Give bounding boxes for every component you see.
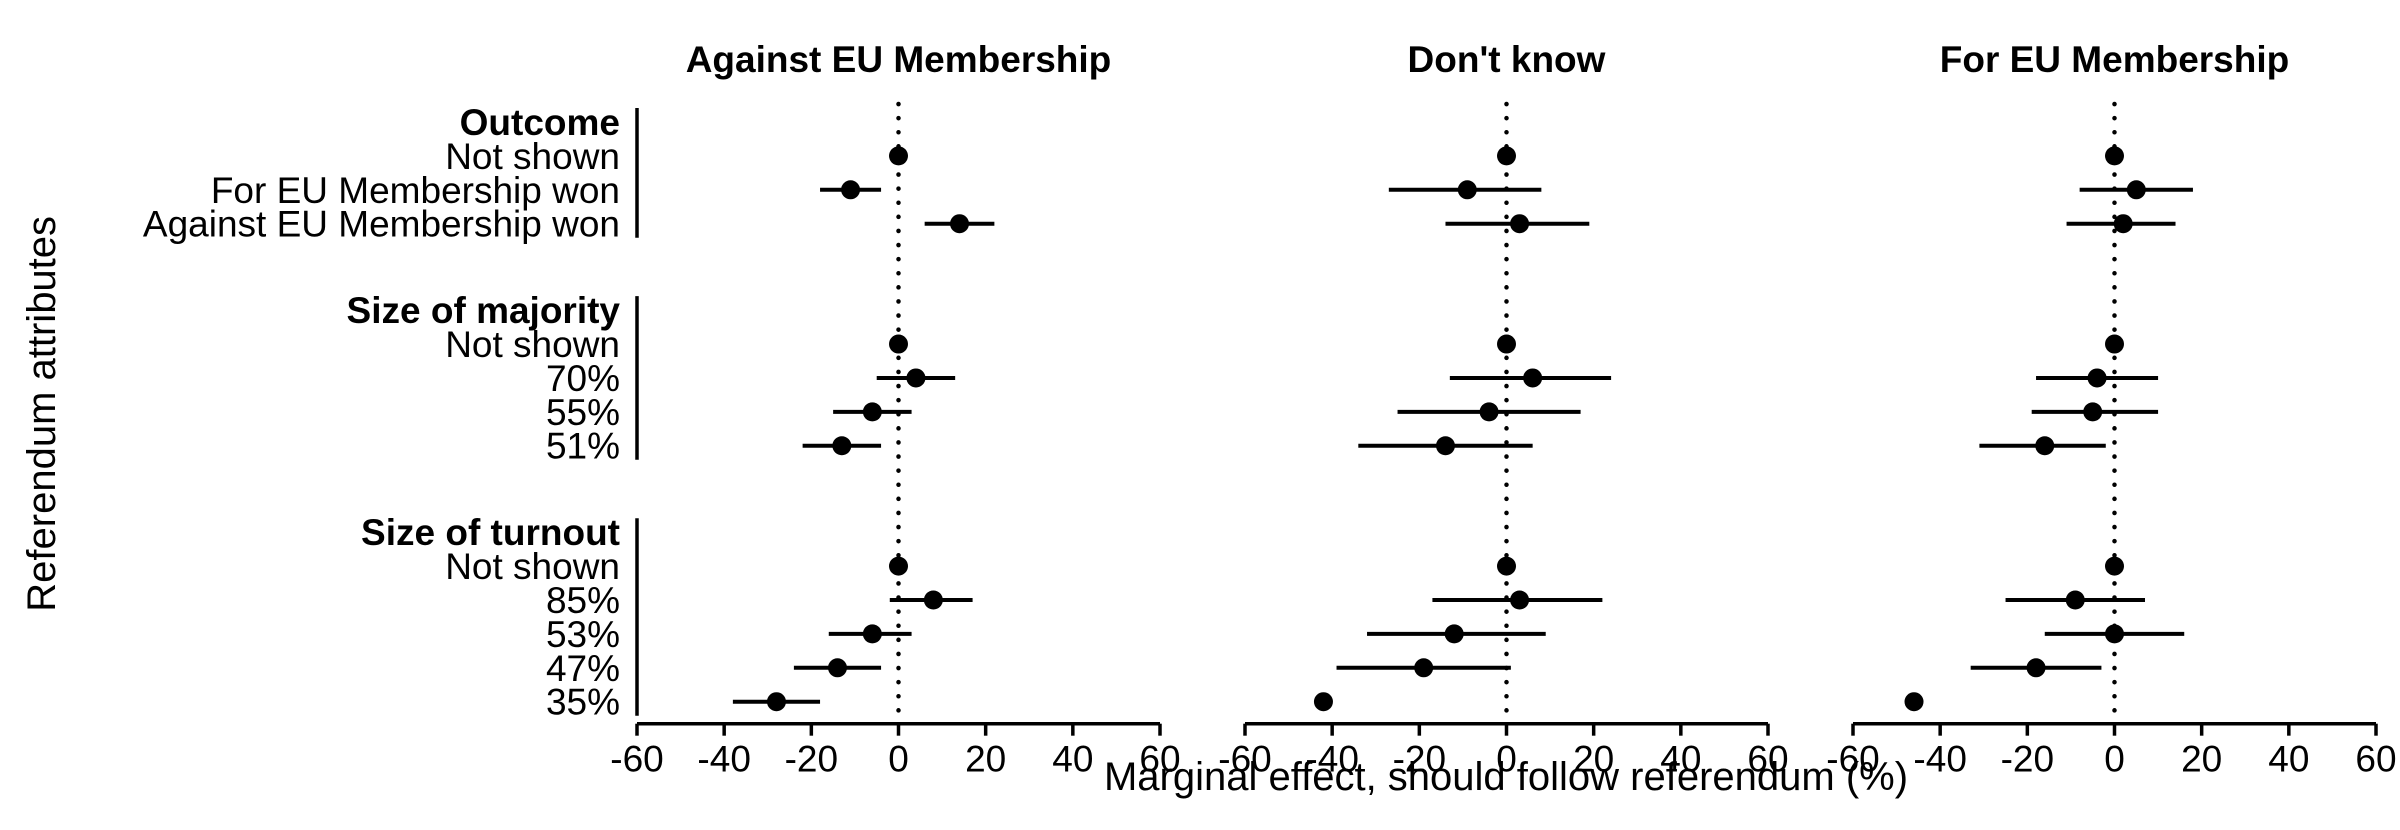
point-estimate — [1904, 692, 1924, 712]
panel-title: Don't know — [1408, 39, 1606, 80]
x-tick-label: 0 — [2104, 739, 2125, 780]
point-estimate — [2065, 590, 2085, 610]
x-tick-label: -60 — [1826, 739, 1879, 780]
x-tick-label: 60 — [1139, 739, 1180, 780]
point-estimate — [1523, 368, 1543, 388]
x-tick-label: 40 — [2268, 739, 2309, 780]
point-estimate — [2105, 624, 2124, 644]
point-estimate — [1457, 180, 1477, 200]
point-estimate — [766, 692, 786, 712]
x-tick-label: -20 — [1393, 739, 1446, 780]
point-estimate — [2105, 146, 2124, 166]
x-axis-title: Marginal effect, should follow referendu… — [1104, 755, 1908, 799]
level-label: For EU Membership won — [211, 170, 620, 211]
point-estimate — [832, 436, 852, 456]
x-tick-label: 20 — [965, 739, 1006, 780]
level-label: Against EU Membership won — [143, 204, 620, 245]
point-estimate — [2087, 368, 2107, 388]
point-estimate — [2083, 402, 2103, 422]
x-tick-label: 40 — [1052, 739, 1093, 780]
point-estimate — [841, 180, 861, 200]
x-tick-label: -40 — [1913, 739, 1966, 780]
y-axis-title: Referendum attributes — [20, 216, 64, 612]
point-estimate — [1435, 436, 1455, 456]
point-estimate — [1444, 624, 1464, 644]
x-tick-label: 20 — [1573, 739, 1614, 780]
x-tick-label: 40 — [1660, 739, 1701, 780]
x-tick-label: 20 — [2181, 739, 2222, 780]
level-label: Not shown — [445, 136, 620, 177]
point-estimate — [2113, 214, 2133, 234]
group-label: Outcome — [460, 102, 620, 143]
point-estimate — [1510, 214, 1530, 234]
point-estimate — [906, 368, 926, 388]
point-estimate — [862, 402, 882, 422]
x-tick-label: -60 — [610, 739, 663, 780]
x-tick-label: 0 — [888, 739, 909, 780]
point-estimate — [889, 334, 908, 354]
level-label: Not shown — [445, 546, 620, 587]
x-tick-label: -20 — [2001, 739, 2054, 780]
x-tick-label: -40 — [697, 739, 750, 780]
x-tick-label: -20 — [785, 739, 838, 780]
point-estimate — [889, 146, 908, 166]
point-estimate — [1510, 590, 1530, 610]
point-estimate — [1497, 334, 1516, 354]
level-label: 85% — [546, 580, 620, 621]
point-estimate — [862, 624, 882, 644]
point-estimate — [1497, 146, 1516, 166]
x-tick-label: -40 — [1305, 739, 1358, 780]
point-estimate — [1479, 402, 1499, 422]
level-label: Not shown — [445, 324, 620, 365]
level-label: 47% — [546, 648, 620, 689]
point-estimate — [923, 590, 943, 610]
point-estimate — [2026, 658, 2046, 678]
point-estimate — [2035, 436, 2055, 456]
point-estimate — [1414, 658, 1434, 678]
point-estimate — [2105, 556, 2124, 576]
panel-title: Against EU Membership — [686, 39, 1112, 80]
point-estimate — [827, 658, 847, 678]
point-estimate — [1313, 692, 1333, 712]
point-estimate — [2105, 334, 2124, 354]
x-tick-label: -60 — [1218, 739, 1271, 780]
point-estimate — [1497, 556, 1516, 576]
point-estimate — [950, 214, 970, 234]
panel-title: For EU Membership — [1940, 39, 2290, 80]
group-label: Size of majority — [347, 290, 621, 331]
level-label: 51% — [546, 426, 620, 467]
point-estimate — [889, 556, 908, 576]
point-estimate — [2126, 180, 2146, 200]
level-label: 55% — [546, 392, 620, 433]
level-label: 70% — [546, 358, 620, 399]
x-tick-label: 60 — [1747, 739, 1788, 780]
group-label: Size of turnout — [361, 512, 620, 553]
level-label: 35% — [546, 682, 620, 723]
x-tick-label: 0 — [1496, 739, 1517, 780]
x-tick-label: 60 — [2355, 739, 2396, 780]
level-label: 53% — [546, 614, 620, 655]
